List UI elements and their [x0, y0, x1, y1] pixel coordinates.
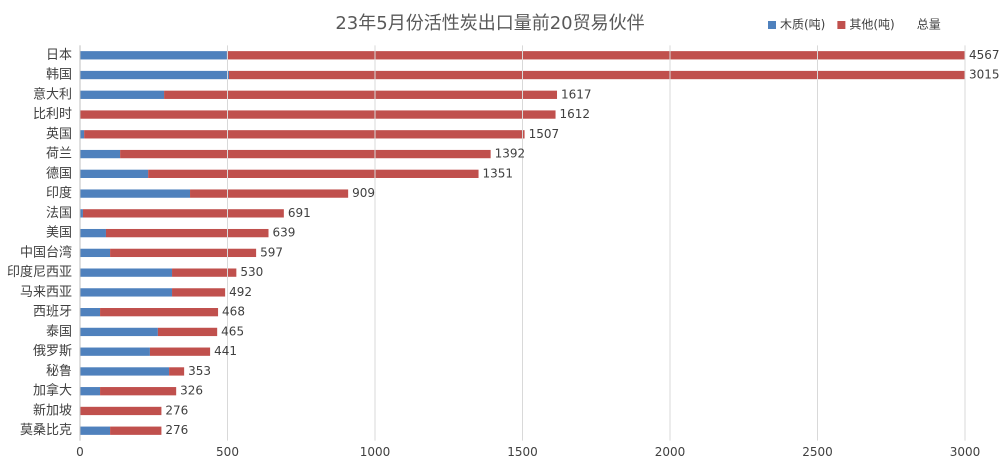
- bar-segment: [80, 209, 83, 218]
- y-tick-label: 莫桑比克: [20, 423, 72, 438]
- legend-label: 总量: [917, 18, 941, 32]
- total-label: 1507: [529, 127, 560, 141]
- bar-segment: [169, 367, 185, 376]
- bar-segment: [228, 70, 965, 80]
- total-label: 4567: [969, 48, 1000, 62]
- total-label: 1617: [561, 87, 592, 101]
- y-tick-label: 西班牙: [33, 305, 72, 320]
- bar-segment: [80, 51, 227, 60]
- bar-segment: [190, 189, 349, 198]
- total-label: 326: [180, 384, 203, 398]
- y-tick-label: 加拿大: [33, 383, 72, 399]
- y-tick-label: 印度: [46, 185, 72, 201]
- legend-label: 木质(吨): [780, 18, 825, 32]
- bar-segment: [80, 387, 101, 396]
- plot-area: [80, 51, 965, 435]
- bar-segment: [164, 90, 558, 99]
- bar-segment: [84, 130, 525, 139]
- y-tick-label: 意大利: [33, 86, 72, 102]
- y-tick-label: 泰国: [46, 324, 72, 339]
- legend-swatch: [768, 21, 776, 29]
- total-label: 1612: [560, 107, 591, 121]
- bar-segment: [80, 228, 106, 238]
- y-tick-label: 秘鲁: [46, 364, 72, 379]
- total-label: 465: [221, 324, 244, 338]
- bar-segment: [110, 248, 257, 258]
- bar-segment: [80, 90, 165, 99]
- y-tick-label: 俄罗斯: [33, 344, 72, 359]
- bar-segment: [82, 209, 284, 218]
- x-tick-label: 3000: [950, 445, 981, 459]
- total-label: 691: [288, 206, 311, 220]
- bar-segment: [80, 426, 111, 435]
- y-tick-label: 美国: [46, 226, 72, 241]
- bar-segment: [110, 426, 162, 435]
- bar-segment: [100, 387, 177, 396]
- chart-title: 23年5月份活性炭出口量前20贸易伙伴: [335, 13, 644, 34]
- y-tick-label: 英国: [46, 127, 72, 142]
- bar-segment: [80, 149, 121, 159]
- legend-swatch: [837, 21, 846, 29]
- total-label: 3015: [969, 68, 1000, 82]
- total-label: 639: [273, 226, 296, 240]
- bar-segment: [80, 110, 556, 119]
- bar-segment: [80, 308, 101, 317]
- bar-segment: [80, 288, 173, 297]
- bar-segment: [149, 347, 211, 356]
- y-tick-label: 印度尼西亚: [7, 264, 72, 280]
- x-tick-label: 0: [76, 445, 84, 459]
- bar-segment: [80, 189, 191, 198]
- bar-segment: [105, 228, 269, 238]
- total-label: 1351: [483, 166, 514, 180]
- y-tick-label: 马来西亚: [20, 285, 72, 300]
- bar-segment: [172, 288, 226, 297]
- total-label: 441: [214, 344, 237, 358]
- bar-segment: [80, 367, 170, 376]
- y-tick-label: 荷兰: [46, 147, 72, 162]
- total-label: 1392: [495, 147, 526, 161]
- total-label: 276: [165, 403, 188, 417]
- bar-segment: [148, 169, 479, 178]
- x-tick-label: 2000: [655, 445, 686, 459]
- total-label: 597: [260, 245, 283, 259]
- total-label: 353: [188, 364, 211, 378]
- bar-segment: [80, 169, 149, 178]
- y-tick-label: 韩国: [46, 68, 72, 83]
- bar-segment: [80, 327, 158, 337]
- bar-segment: [80, 347, 150, 356]
- bar-segment: [80, 70, 229, 80]
- total-label: 492: [229, 285, 252, 299]
- x-tick-label: 2500: [802, 445, 833, 459]
- total-label: 530: [240, 265, 263, 279]
- y-tick-label: 法国: [46, 206, 72, 221]
- y-tick-label: 比利时: [33, 107, 72, 122]
- x-tick-label: 500: [216, 445, 239, 459]
- y-tick-label: 中国台湾: [20, 244, 72, 260]
- bar-segment: [226, 51, 965, 60]
- total-label: 276: [165, 423, 188, 437]
- bar-segment: [172, 268, 237, 277]
- y-tick-label: 德国: [46, 166, 72, 181]
- bar-segment: [80, 248, 111, 258]
- bar-segment: [157, 327, 218, 337]
- y-tick-label: 新加坡: [33, 402, 72, 418]
- total-label: 468: [222, 305, 245, 319]
- bar-segment: [120, 149, 491, 159]
- total-label: 909: [352, 186, 375, 200]
- x-tick-label: 1500: [507, 445, 538, 459]
- bar-segment: [80, 406, 162, 416]
- y-tick-label: 日本: [46, 48, 72, 63]
- bar-segment: [80, 130, 85, 139]
- x-tick-label: 1000: [360, 445, 391, 459]
- legend-label: 其他(吨): [849, 18, 894, 32]
- bar-segment: [80, 268, 173, 277]
- bar-segment: [100, 308, 219, 317]
